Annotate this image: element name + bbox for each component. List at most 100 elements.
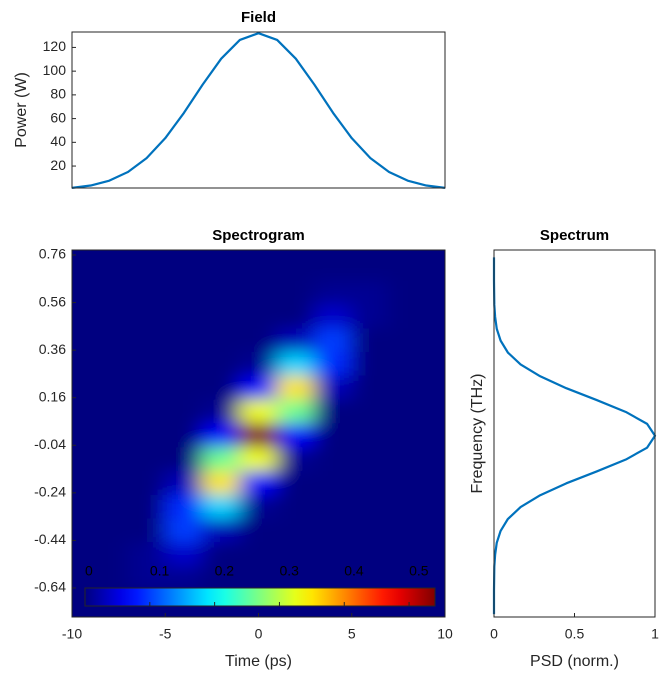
heatmap-cell bbox=[72, 280, 92, 306]
plot-title: Spectrogram bbox=[212, 227, 305, 244]
heatmap-cell bbox=[425, 566, 445, 591]
heatmap-cell bbox=[351, 518, 390, 544]
heatmap-cell bbox=[202, 423, 241, 449]
heatmap-cell bbox=[425, 328, 445, 354]
heatmap-cell bbox=[239, 399, 278, 425]
y-tick-label: 0.16 bbox=[39, 388, 66, 404]
heatmap-cell bbox=[90, 399, 129, 425]
heatmap-cell bbox=[276, 518, 315, 544]
plot-title: Spectrum bbox=[540, 227, 609, 244]
heatmap-cell bbox=[72, 470, 92, 496]
heatmap-cell bbox=[425, 542, 445, 568]
heatmap-cell bbox=[72, 566, 92, 591]
heatmap-cell bbox=[164, 280, 204, 306]
heatmap-cell bbox=[164, 447, 204, 472]
heatmap-cell bbox=[388, 304, 427, 330]
heatmap-cell bbox=[90, 256, 129, 282]
heatmap-cell bbox=[313, 494, 353, 520]
heatmap-cell bbox=[239, 328, 278, 354]
heatmap-cell bbox=[313, 399, 353, 425]
heatmap-cell bbox=[164, 542, 204, 568]
heatmap-cell bbox=[127, 280, 166, 306]
heatmap-cell bbox=[425, 304, 445, 330]
heatmap-area bbox=[72, 250, 445, 617]
y-tick-label: 120 bbox=[43, 38, 67, 54]
heatmap-cell bbox=[276, 375, 315, 401]
heatmap-cell bbox=[90, 423, 129, 449]
y-tick-label: 0.36 bbox=[39, 341, 66, 357]
colorbar-tick-label: 0.5 bbox=[409, 563, 429, 579]
y-tick-label: 20 bbox=[50, 157, 66, 173]
heatmap-cell bbox=[72, 352, 92, 377]
y-tick-label: 0.56 bbox=[39, 293, 66, 309]
heatmap-cell bbox=[313, 423, 353, 449]
heatmap-cell bbox=[351, 304, 390, 330]
x-tick-label: 5 bbox=[348, 626, 356, 642]
heatmap-cell bbox=[313, 566, 353, 591]
heatmap-cell bbox=[276, 542, 315, 568]
heatmap-cell bbox=[90, 352, 129, 377]
heatmap-cell bbox=[90, 328, 129, 354]
heatmap-cell bbox=[276, 566, 315, 591]
heatmap-cell bbox=[164, 494, 204, 520]
heatmap-cell bbox=[127, 566, 166, 591]
heatmap-cell bbox=[127, 470, 166, 496]
y-axis-label: Power (W) bbox=[13, 72, 30, 148]
heatmap-cell bbox=[425, 494, 445, 520]
heatmap-cell bbox=[202, 470, 241, 496]
colorbar-tick-label: 0 bbox=[85, 563, 93, 579]
heatmap-cell bbox=[239, 352, 278, 377]
heatmap-cell bbox=[164, 423, 204, 449]
heatmap-cell bbox=[202, 328, 241, 354]
heatmap-cell bbox=[425, 352, 445, 377]
colorbar-tick-label: 0.4 bbox=[344, 563, 364, 579]
heatmap-cell bbox=[90, 566, 129, 591]
heatmap-cell bbox=[164, 566, 204, 591]
y-tick-label: -0.44 bbox=[34, 531, 66, 547]
heatmap-cell bbox=[425, 470, 445, 496]
heatmap-cell bbox=[388, 494, 427, 520]
x-tick-label: 0 bbox=[490, 626, 498, 642]
heatmap-cell bbox=[351, 542, 390, 568]
heatmap-cell bbox=[388, 518, 427, 544]
heatmap-cell bbox=[276, 423, 315, 449]
heatmap-cell bbox=[388, 542, 427, 568]
heatmap-cell bbox=[72, 423, 92, 449]
heatmap-cell bbox=[72, 518, 92, 544]
heatmap-cell bbox=[202, 375, 241, 401]
heatmap-cell bbox=[425, 280, 445, 306]
x-tick-label: 10 bbox=[437, 626, 453, 642]
heatmap-cell bbox=[239, 542, 278, 568]
heatmap-cell bbox=[313, 375, 353, 401]
heatmap-cell bbox=[313, 256, 353, 282]
heatmap-cell bbox=[351, 470, 390, 496]
heatmap-cell bbox=[127, 328, 166, 354]
heatmap-cell bbox=[313, 304, 353, 330]
x-axis-label: Time (ps) bbox=[225, 653, 292, 670]
heatmap-cell bbox=[202, 447, 241, 472]
heatmap-cell bbox=[351, 399, 390, 425]
heatmap-cell bbox=[276, 494, 315, 520]
data-line bbox=[71, 32, 446, 189]
heatmap-cell bbox=[202, 566, 241, 591]
heatmap-cell bbox=[276, 470, 315, 496]
y-tick-label: 100 bbox=[43, 62, 67, 78]
heatmap-cell bbox=[202, 256, 241, 282]
heatmap-cell bbox=[351, 328, 390, 354]
heatmap-cell bbox=[239, 494, 278, 520]
heatmap-cell bbox=[239, 447, 278, 472]
heatmap-cell bbox=[425, 447, 445, 472]
heatmap-cell bbox=[202, 280, 241, 306]
heatmap-cell bbox=[388, 399, 427, 425]
heatmap-cell bbox=[351, 447, 390, 472]
heatmap-cell bbox=[90, 542, 129, 568]
x-tick-label: 0.5 bbox=[565, 626, 585, 642]
axes-frame bbox=[71, 31, 446, 189]
heatmap-cell bbox=[127, 542, 166, 568]
heatmap-cell bbox=[164, 470, 204, 496]
heatmap-cell bbox=[276, 304, 315, 330]
heatmap-cell bbox=[90, 447, 129, 472]
heatmap-cell bbox=[127, 352, 166, 377]
heatmap-cell bbox=[239, 375, 278, 401]
